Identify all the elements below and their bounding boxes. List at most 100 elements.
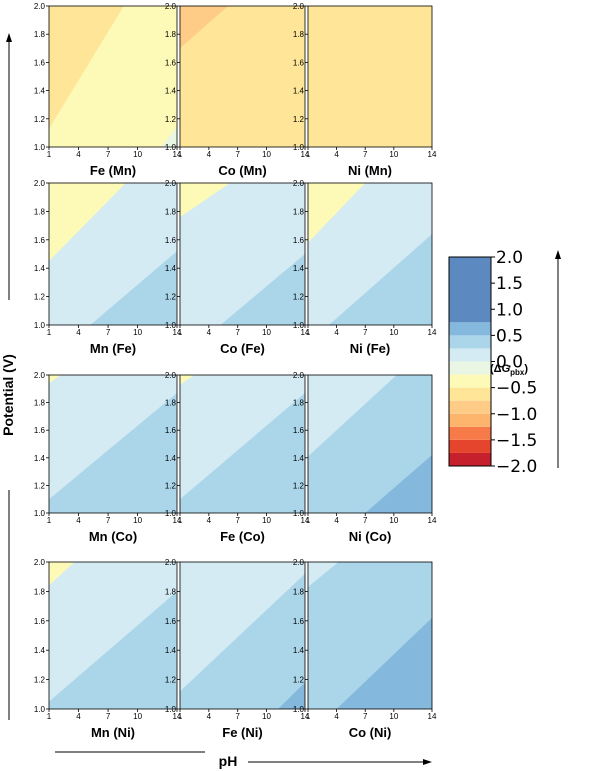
colorbar-segment xyxy=(449,439,491,453)
y-tick-label: 1.4 xyxy=(165,264,177,273)
y-tick-label: 1.4 xyxy=(34,264,46,273)
y-tick-label: 1.6 xyxy=(165,236,177,245)
panel-region xyxy=(278,682,305,709)
y-tick-label: 1.4 xyxy=(293,454,305,463)
panel-title: Co (Fe) xyxy=(220,341,265,356)
y-tick-label: 1.8 xyxy=(293,207,305,216)
x-tick-label: 10 xyxy=(389,328,398,337)
y-tick-label: 1.0 xyxy=(293,321,305,330)
x-tick-label: 4 xyxy=(334,516,339,525)
colorbar-tick-label: 0.5 xyxy=(496,326,523,346)
colorbar-tick-label: 1.5 xyxy=(496,274,523,294)
x-tick-label: 4 xyxy=(207,328,212,337)
y-tick-label: 1.0 xyxy=(293,509,305,518)
x-tick-label: 14 xyxy=(301,516,310,525)
y-axis-title: Potential (V) xyxy=(0,354,16,436)
panel: 1 4 7 10 141.01.21.41.61.82.0Ni (Mn) xyxy=(293,2,437,178)
panel-region xyxy=(49,6,124,129)
x-tick-label: 10 xyxy=(262,328,271,337)
x-tick-label: 1 xyxy=(306,712,311,721)
y-tick-label: 1.8 xyxy=(165,399,177,408)
panel-region xyxy=(220,254,305,325)
y-tick-label: 1.6 xyxy=(34,58,46,67)
panel-region xyxy=(308,183,366,243)
panel-title: Fe (Co) xyxy=(220,529,265,544)
y-tick-label: 1.6 xyxy=(165,426,177,435)
x-tick-label: 7 xyxy=(235,516,240,525)
panel-title: Fe (Mn) xyxy=(90,163,136,178)
y-tick-label: 1.0 xyxy=(34,321,46,330)
x-tick-label: 14 xyxy=(428,712,437,721)
x-axis-title: pH xyxy=(219,753,238,769)
y-tick-label: 1.8 xyxy=(293,30,305,39)
x-tick-label: 7 xyxy=(363,712,368,721)
x-axis-arrow-head-icon xyxy=(423,759,432,765)
x-tick-label: 10 xyxy=(133,516,142,525)
panel-title: Ni (Fe) xyxy=(350,341,390,356)
x-tick-label: 10 xyxy=(262,516,271,525)
y-tick-label: 1.0 xyxy=(165,705,177,714)
y-tick-label: 1.8 xyxy=(34,207,46,216)
y-tick-label: 2.0 xyxy=(34,558,46,567)
y-tick-label: 1.2 xyxy=(165,481,177,490)
colorbar: 2.0 1.5 1.0 0.5 0.0 −0.5 −1.0 −1.5 −2.0 xyxy=(448,248,537,477)
panel-region xyxy=(365,455,432,513)
colorbar-tick-label: −2.0 xyxy=(496,457,537,477)
x-tick-label: 1 xyxy=(178,328,183,337)
x-tick-label: 7 xyxy=(106,516,111,525)
colorbar-segment xyxy=(449,426,491,440)
panel-region xyxy=(308,562,339,587)
y-tick-label: 1.0 xyxy=(165,321,177,330)
colorbar-segment xyxy=(449,452,491,466)
x-tick-label: 1 xyxy=(306,516,311,525)
panel-region xyxy=(336,617,432,709)
y-tick-label: 2.0 xyxy=(293,2,305,11)
x-tick-label: 1 xyxy=(178,516,183,525)
x-tick-label: 1 xyxy=(306,328,311,337)
y-tick-label: 1.0 xyxy=(34,143,46,152)
panel-title: Mn (Ni) xyxy=(91,725,135,740)
x-tick-label: 4 xyxy=(207,150,212,159)
panel-frame xyxy=(307,374,433,514)
x-tick-label: 4 xyxy=(334,712,339,721)
panel-title: Mn (Fe) xyxy=(90,341,136,356)
colorbar-arrow-head-icon xyxy=(555,250,561,259)
x-tick-label: 10 xyxy=(262,712,271,721)
x-tick-label: 14 xyxy=(173,712,182,721)
y-tick-label: 1.8 xyxy=(165,30,177,39)
y-tick-label: 1.2 xyxy=(293,676,305,685)
y-tick-label: 1.4 xyxy=(293,264,305,273)
x-tick-label: 14 xyxy=(173,516,182,525)
x-tick-label: 1 xyxy=(47,516,52,525)
y-tick-label: 1.6 xyxy=(34,236,46,245)
colorbar-segment xyxy=(449,400,491,414)
colorbar-segment xyxy=(449,257,491,323)
colorbar-segment xyxy=(449,361,491,375)
y-tick-label: 1.4 xyxy=(293,87,305,96)
x-tick-label: 1 xyxy=(47,328,52,337)
y-tick-label: 2.0 xyxy=(293,558,305,567)
panel-region xyxy=(161,127,177,147)
x-tick-label: 14 xyxy=(428,516,437,525)
panel-region xyxy=(180,392,305,513)
colorbar-tick-label: 0.0 xyxy=(496,353,523,373)
y-tick-label: 1.8 xyxy=(293,399,305,408)
colorbar-tick-label: 1.0 xyxy=(496,300,523,320)
colorbar-segment xyxy=(449,374,491,388)
x-tick-label: 7 xyxy=(235,328,240,337)
x-tick-label: 14 xyxy=(301,328,310,337)
x-tick-label: 1 xyxy=(47,150,52,159)
y-tick-label: 1.4 xyxy=(34,87,46,96)
panel-region xyxy=(90,251,177,325)
colorbar-segment xyxy=(449,322,491,336)
panel-region xyxy=(49,591,177,709)
x-tick-label: 4 xyxy=(207,516,212,525)
y-tick-label: 1.2 xyxy=(34,481,46,490)
y-tick-label: 1.8 xyxy=(165,207,177,216)
panel-frame xyxy=(48,5,178,148)
x-tick-label: 4 xyxy=(76,150,81,159)
y-tick-label: 1.2 xyxy=(165,293,177,302)
y-tick-label: 1.2 xyxy=(293,115,305,124)
panel-frame xyxy=(307,182,433,326)
y-tick-label: 1.8 xyxy=(34,30,46,39)
